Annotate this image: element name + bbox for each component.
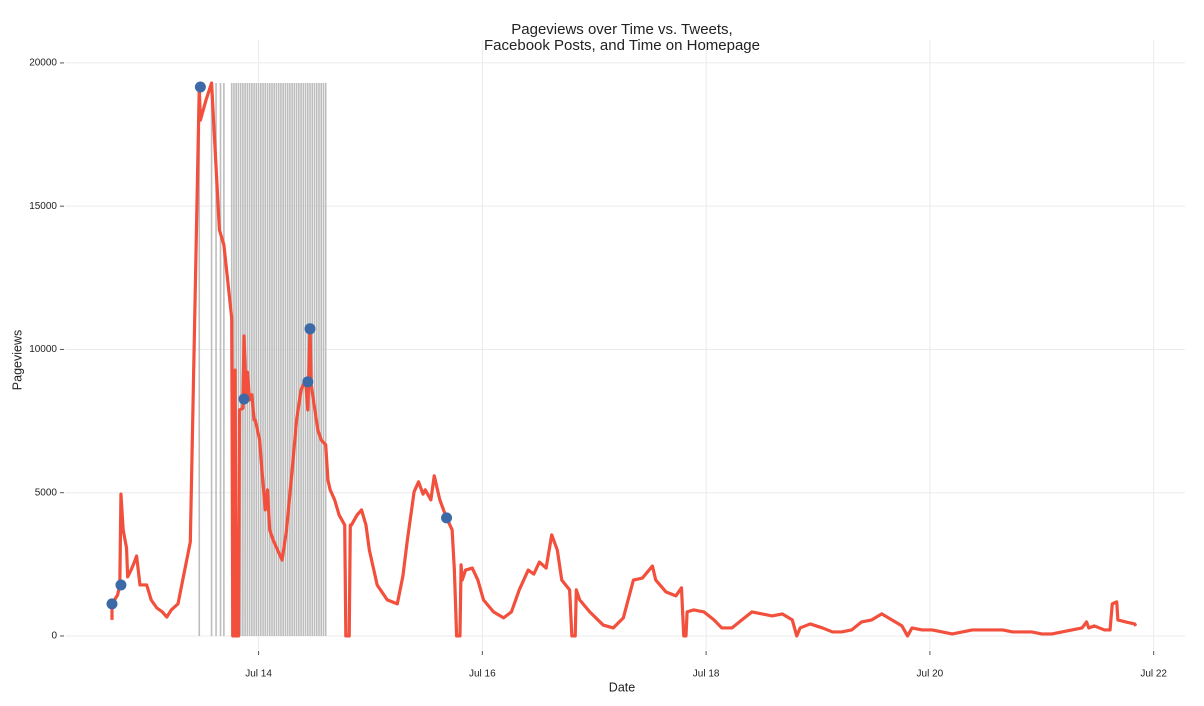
post-point xyxy=(441,512,453,524)
x-tick-label: Jul 14 xyxy=(245,669,272,680)
y-axis-title: Pageviews xyxy=(10,330,24,390)
plot-area xyxy=(106,81,1138,638)
post-point xyxy=(115,579,127,591)
y-tick-label: 15000 xyxy=(29,201,57,212)
post-point xyxy=(194,81,206,93)
post-point xyxy=(304,323,316,335)
chart-title: Facebook Posts, and Time on Homepage xyxy=(484,37,760,54)
grid: 0 5000 10000 15000 20000 Jul 14 Jul 16 Jul 18 Ju… xyxy=(29,40,1185,680)
x-axis-title: Date xyxy=(609,680,635,694)
y-tick-label: 20000 xyxy=(29,58,57,69)
x-tick-label: Jul 20 xyxy=(917,669,944,680)
post-point xyxy=(302,376,314,388)
pageviews-line xyxy=(110,81,1138,638)
x-tick-label: Jul 16 xyxy=(469,669,496,680)
post-point xyxy=(106,598,118,610)
y-tick-label: 0 xyxy=(51,631,57,642)
y-tick-label: 5000 xyxy=(35,487,58,498)
x-tick-label: Jul 22 xyxy=(1140,669,1167,680)
x-tick-label: Jul 18 xyxy=(693,669,720,680)
chart-title: Pageviews over Time vs. Tweets, xyxy=(511,21,732,38)
y-tick-label: 10000 xyxy=(29,344,57,355)
post-point xyxy=(238,393,250,405)
